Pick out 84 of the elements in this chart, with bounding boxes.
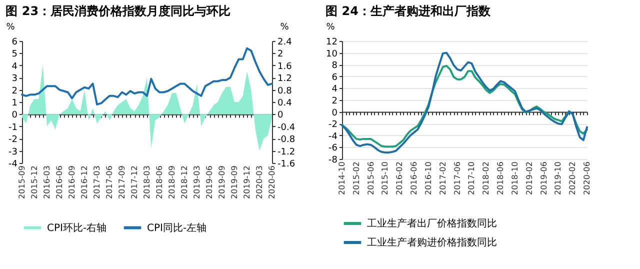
x-tick-label: 2016-12 [80, 166, 89, 199]
x-tick-label: 2016-03 [42, 166, 52, 199]
x-tick-label: 2017-06 [105, 166, 114, 199]
x-tick-label: 2016-09 [68, 166, 76, 199]
x-tick-label: 2015-06 [366, 162, 376, 195]
x-tick-label: 2019-02 [524, 162, 534, 195]
y-tick-label: -4 [328, 132, 338, 142]
x-tick-label: 2016-02 [395, 162, 404, 195]
x-tick-label: 2020-03 [255, 166, 264, 199]
y-tick-label: 3 [12, 74, 18, 84]
x-tick-label: 2019-06 [539, 162, 548, 195]
x-tick-label: 2015-10 [380, 162, 390, 195]
y2-tick-label: 0.4 [278, 98, 292, 108]
x-tick-label: 2019-12 [242, 166, 252, 199]
x-tick-label: 2019-03 [192, 166, 202, 199]
line-series [341, 52, 588, 154]
y-tick-label: -8 [328, 156, 338, 166]
x-tick-label: 2015-12 [30, 166, 39, 199]
x-tick-label: 2016-06 [410, 162, 419, 195]
x-tick-label: 2019-09 [230, 166, 239, 199]
y-tick-label: -6 [328, 144, 338, 154]
y-tick-label: 6 [332, 72, 338, 83]
y-tick-label: 0 [12, 110, 18, 121]
y-tick-label: 2 [332, 96, 338, 106]
y-tick-label: 10 [326, 49, 338, 60]
y2-tick-label: -1.6 [278, 160, 296, 170]
y2-tick-label: 0.8 [278, 86, 292, 96]
y-tick-label: 6 [12, 38, 18, 48]
y-tick-label: -1 [8, 122, 18, 133]
x-tick-label: 2020-06 [582, 162, 592, 195]
x-tick-label: 2017-12 [130, 166, 139, 199]
x-tick-label: 2014-10 [338, 162, 346, 195]
x-tick-label: 2018-12 [180, 166, 189, 199]
x-tick-label: 2019-06 [205, 166, 214, 199]
y2-axis-title: % [280, 22, 290, 32]
x-tick-label: 2017-06 [452, 162, 462, 195]
chart-title: 图 23：居民消费价格指数月度同比与环比 [6, 4, 231, 18]
x-tick-label: 2017-09 [118, 166, 126, 199]
y-tick-label: -2 [328, 120, 338, 130]
x-tick-label: 2017-03 [92, 166, 102, 199]
x-tick-label: 2018-02 [482, 162, 491, 195]
y-tick-label: 2 [12, 86, 18, 96]
y2-tick-label: 2 [278, 50, 284, 60]
x-tick-label: 2016-06 [55, 166, 64, 199]
x-tick-label: 2015-02 [352, 162, 361, 195]
y-tick-label: 4 [12, 62, 18, 72]
legend-label: CPI环比-右轴 [47, 222, 107, 234]
x-tick-label: 2018-10 [510, 162, 520, 195]
y-tick-label: 8 [332, 61, 338, 72]
x-tick-label: 2015-09 [18, 166, 26, 199]
line-series [341, 64, 588, 148]
y2-tick-label: -0.4 [278, 122, 296, 133]
x-tick-label: 2019-10 [554, 162, 563, 195]
y2-tick-label: -0.8 [278, 135, 296, 146]
x-tick-label: 2018-03 [142, 166, 152, 199]
y-tick-label: 0 [332, 108, 338, 118]
y-tick-label: 5 [12, 50, 18, 60]
line-series [21, 47, 273, 106]
x-tick-label: 2020-02 [568, 162, 578, 195]
legend-label: CPI同比-左轴 [147, 222, 207, 234]
y-axis-title: % [326, 22, 336, 32]
x-tick-label: 2020-06 [268, 166, 276, 199]
y2-tick-label: 2.4 [278, 38, 292, 48]
x-tick-label: 2017-10 [467, 162, 476, 195]
y2-tick-label: 1.6 [278, 62, 292, 72]
x-tick-label: 2019-09 [218, 166, 226, 199]
y-tick-label: -4 [8, 160, 18, 170]
y2-tick-label: 1.2 [278, 74, 292, 84]
y-axis-title: % [6, 22, 16, 32]
y2-tick-label: 0 [278, 110, 284, 121]
y-tick-label: -2 [8, 135, 18, 146]
legend-label: 工业生产者购进价格指数同比 [367, 236, 497, 248]
x-tick-label: 2018-09 [168, 166, 176, 199]
x-tick-label: 2018-06 [155, 166, 164, 199]
y2-tick-label: -1.2 [278, 147, 296, 158]
y-tick-label: -3 [8, 147, 18, 158]
x-tick-label: 2018-06 [496, 162, 506, 195]
x-tick-label: 2017-02 [438, 162, 448, 195]
y-tick-label: 1 [12, 98, 18, 108]
legend-label: 工业生产者出厂价格指数同比 [367, 218, 497, 230]
x-tick-label: 2016-10 [424, 162, 433, 195]
y-tick-label: 4 [332, 84, 338, 95]
chart-title: 图 24：生产者购进和出厂指数 [326, 4, 492, 18]
y-tick-label: 12 [326, 38, 338, 48]
